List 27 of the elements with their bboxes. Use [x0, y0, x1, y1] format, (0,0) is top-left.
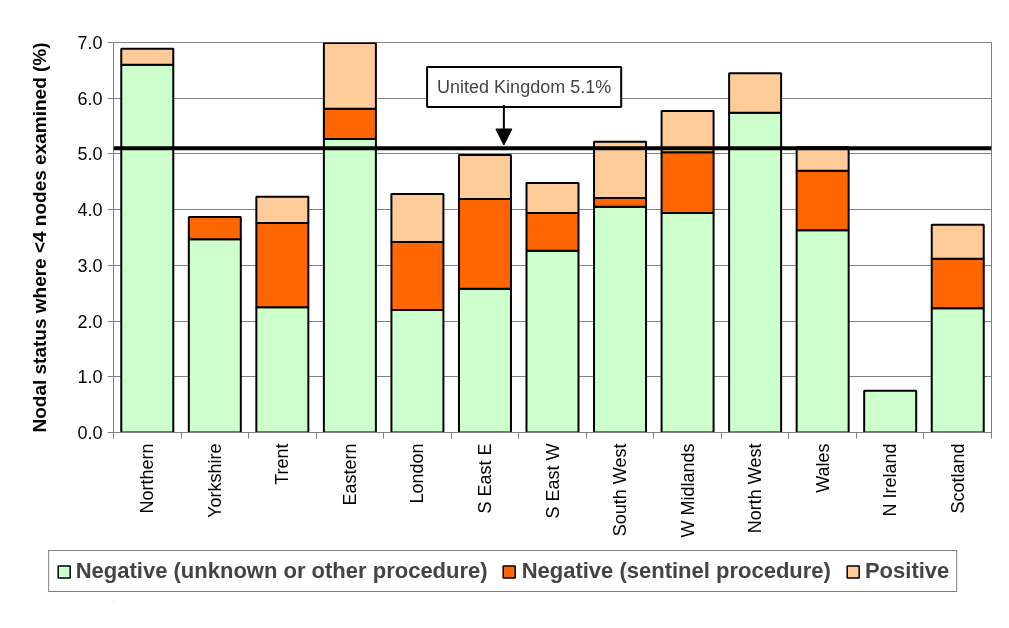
bar — [863, 389, 918, 433]
x-tick-label: N Ireland — [880, 443, 901, 517]
y-tick-label: 3.0 — [77, 255, 103, 276]
x-tick-label: Northern — [137, 443, 158, 514]
x-tick-label: S East W — [542, 443, 563, 519]
x-tick-label: S East E — [474, 443, 495, 514]
x-tick-label: Trent — [272, 443, 293, 485]
y-tick-label: 2.0 — [77, 311, 103, 332]
y-tick-label: 4.0 — [77, 200, 103, 221]
y-tick-label: 5.0 — [77, 144, 103, 165]
x-tick-label: North West — [745, 443, 766, 534]
x-tick-label: W Midlands — [677, 443, 698, 538]
y-tick-label: 7.0 — [77, 33, 103, 53]
x-tick-label: Yorkshire — [204, 443, 225, 518]
legend-label: Negative (sentinel procedure) — [521, 558, 831, 584]
y-tick-label: 0.0 — [77, 423, 103, 443]
x-tick-label: Eastern — [339, 443, 360, 506]
x-tick-label: Wales — [812, 443, 833, 493]
y-tick-label: 6.0 — [77, 88, 103, 109]
x-tick-label: South West — [610, 443, 631, 537]
y-tick-label: 1.0 — [77, 367, 103, 388]
legend-label: Negative (unknown or other procedure) — [75, 558, 488, 584]
x-tick-label: Scotland — [947, 443, 968, 514]
x-tick-label: London — [407, 443, 428, 504]
y-axis-title: Nodal status where <4 nodes examined (%) — [29, 42, 51, 433]
ref-line-label: United Kingdom 5.1% — [437, 77, 612, 98]
legend-label: Positive — [864, 558, 950, 584]
